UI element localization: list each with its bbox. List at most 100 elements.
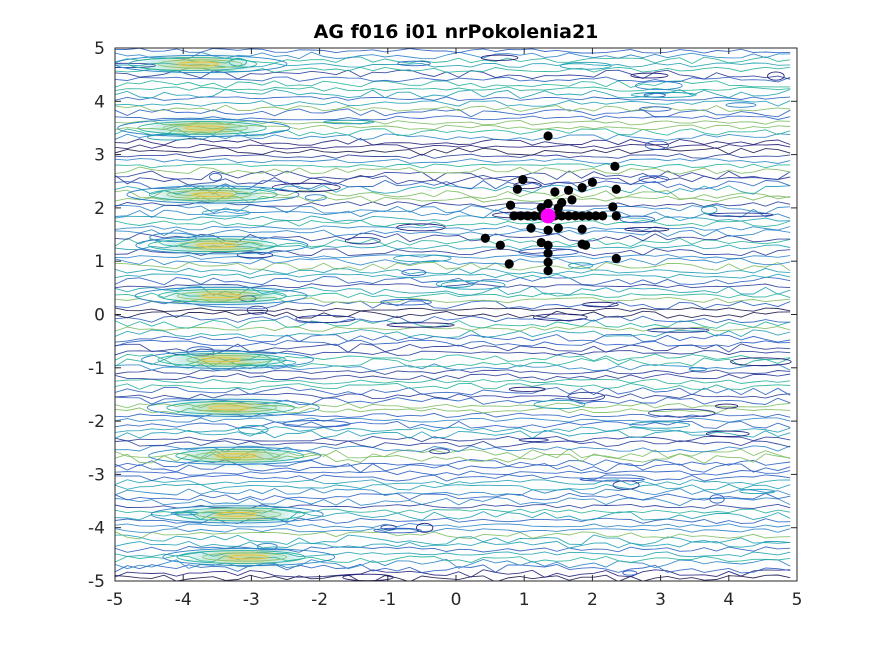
contour-line bbox=[115, 273, 791, 279]
contour-loop bbox=[323, 119, 375, 125]
contour-loop bbox=[568, 262, 594, 269]
contour-line bbox=[115, 479, 791, 486]
population-point bbox=[577, 183, 587, 193]
contour-line bbox=[115, 435, 791, 443]
contour-line bbox=[115, 343, 791, 353]
x-tick-label: 1 bbox=[519, 590, 530, 610]
contour-line bbox=[115, 574, 791, 581]
contour-line bbox=[115, 229, 791, 237]
contour-line bbox=[115, 51, 791, 60]
contour-line bbox=[115, 147, 791, 156]
contour-line bbox=[115, 267, 791, 275]
contour-loop bbox=[767, 71, 785, 81]
contour-loop bbox=[344, 237, 381, 245]
contour-loop bbox=[635, 81, 683, 91]
contour-line bbox=[115, 254, 791, 260]
contour-line bbox=[115, 257, 791, 266]
contour-loop bbox=[508, 386, 546, 392]
population-point bbox=[550, 187, 560, 197]
contour-line bbox=[115, 108, 791, 118]
contour-loop bbox=[440, 280, 506, 290]
population-point bbox=[543, 257, 553, 267]
population-point bbox=[543, 248, 553, 258]
contour-line bbox=[115, 373, 791, 381]
population-point bbox=[543, 266, 553, 276]
population-point bbox=[611, 211, 621, 221]
population-point bbox=[516, 211, 526, 221]
contour-line bbox=[115, 174, 791, 186]
contour-line bbox=[115, 326, 791, 332]
y-tick-label: -2 bbox=[88, 412, 105, 432]
contour-line bbox=[115, 503, 791, 509]
contour-loop bbox=[518, 438, 549, 442]
contour-hotspot bbox=[146, 398, 320, 417]
contour-line bbox=[115, 158, 791, 164]
contour-line bbox=[115, 534, 791, 546]
contour-loop bbox=[612, 480, 640, 490]
contour-line bbox=[115, 96, 791, 102]
contour-line bbox=[115, 378, 791, 385]
contour-line bbox=[115, 133, 791, 141]
contour-loop bbox=[236, 251, 274, 259]
contour-loop bbox=[644, 140, 669, 150]
contour-loop bbox=[629, 421, 691, 429]
contour-loop bbox=[513, 181, 542, 190]
contour-line bbox=[115, 179, 791, 191]
population-point bbox=[543, 240, 553, 250]
y-tick-label: 3 bbox=[94, 146, 105, 166]
contour-line bbox=[115, 392, 791, 400]
contour-hotspot bbox=[135, 236, 309, 255]
contour-loop bbox=[622, 570, 638, 576]
best-point bbox=[540, 208, 556, 224]
contour-line bbox=[115, 563, 791, 574]
contour-loop bbox=[630, 72, 669, 79]
contour-loop bbox=[708, 212, 774, 217]
contour-line bbox=[115, 80, 791, 89]
contour-line bbox=[115, 386, 791, 396]
contour-loop bbox=[480, 54, 519, 61]
contour-line bbox=[115, 396, 791, 405]
contour-line bbox=[115, 492, 791, 501]
contour-loop bbox=[146, 134, 191, 141]
population-point bbox=[553, 223, 563, 233]
contour-loop bbox=[638, 175, 670, 183]
contour-loop bbox=[714, 403, 739, 409]
contour-line bbox=[115, 329, 791, 339]
contour-loop bbox=[272, 182, 341, 193]
y-tick-label: 1 bbox=[94, 252, 105, 272]
x-tick-label: -1 bbox=[379, 590, 396, 610]
contour-loop bbox=[624, 226, 670, 232]
contour-line bbox=[115, 166, 791, 175]
contour-line bbox=[115, 276, 791, 286]
contour-loop bbox=[282, 420, 351, 428]
contour-line bbox=[115, 153, 791, 159]
contour-line bbox=[115, 66, 791, 73]
contour-line bbox=[115, 261, 791, 272]
contour-loop bbox=[739, 488, 776, 495]
contour-loop bbox=[238, 424, 269, 435]
y-tick-label: -4 bbox=[88, 519, 105, 539]
contour-line bbox=[115, 527, 791, 533]
x-axis: -5 -4 -3 -2 -1 0 1 2 3 4 5 bbox=[107, 48, 802, 610]
contour-line bbox=[115, 429, 791, 439]
population-point bbox=[577, 211, 587, 221]
contour-line bbox=[115, 307, 791, 312]
contour-line bbox=[115, 334, 791, 343]
population-point bbox=[611, 184, 621, 194]
x-tick-label: -2 bbox=[311, 590, 328, 610]
contour-loop bbox=[256, 542, 278, 551]
x-tick-label: 2 bbox=[587, 590, 598, 610]
contour-loop bbox=[639, 106, 672, 112]
contour-line bbox=[115, 219, 791, 227]
contour-line bbox=[115, 339, 791, 347]
population-point bbox=[598, 211, 608, 221]
population-point bbox=[557, 211, 567, 221]
contour-loop bbox=[304, 194, 327, 201]
contour-line bbox=[115, 496, 791, 507]
contour-line bbox=[115, 488, 791, 496]
x-tick-label: 3 bbox=[655, 590, 666, 610]
contour-hotspot bbox=[148, 446, 322, 465]
contour-loop bbox=[396, 223, 446, 232]
population-point bbox=[543, 199, 553, 209]
contour-line bbox=[115, 248, 791, 257]
